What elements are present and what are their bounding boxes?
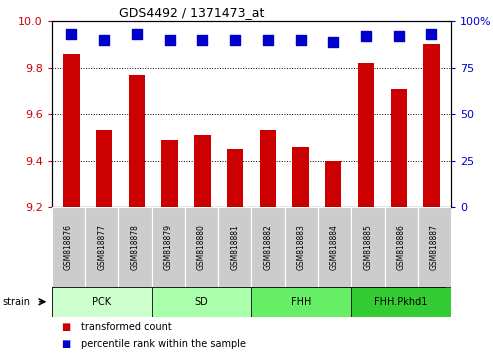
Text: GSM818884: GSM818884 [330, 224, 339, 270]
Point [362, 33, 370, 39]
Text: transformed count: transformed count [81, 322, 172, 332]
Text: GSM818883: GSM818883 [297, 224, 306, 270]
Text: PCK: PCK [92, 297, 111, 307]
Text: GSM818877: GSM818877 [97, 224, 106, 270]
Bar [352, 207, 385, 287]
Bar [185, 207, 218, 287]
Text: GSM818881: GSM818881 [230, 224, 239, 270]
Bar [325, 161, 342, 207]
Bar [129, 75, 145, 207]
Text: GSM818876: GSM818876 [64, 224, 73, 270]
Point [297, 37, 305, 42]
Bar [358, 63, 374, 207]
Text: GSM818879: GSM818879 [164, 224, 173, 270]
Bar [318, 207, 352, 287]
Text: strain: strain [2, 297, 31, 307]
Text: GSM818878: GSM818878 [131, 224, 140, 270]
Bar [218, 207, 251, 287]
Bar [227, 149, 243, 207]
Bar [161, 140, 178, 207]
Bar [96, 130, 112, 207]
Text: ■: ■ [62, 338, 71, 349]
Bar [63, 54, 79, 207]
Point [68, 32, 75, 37]
Bar [352, 287, 451, 317]
Text: SD: SD [195, 297, 209, 307]
Bar [152, 207, 185, 287]
Bar [52, 287, 152, 317]
Point [198, 37, 206, 42]
Point [100, 37, 108, 42]
Text: GSM818880: GSM818880 [197, 224, 206, 270]
Bar [118, 207, 152, 287]
Text: FHH: FHH [291, 297, 312, 307]
Point [427, 32, 435, 37]
Bar [152, 287, 251, 317]
Bar [194, 135, 211, 207]
Bar [292, 147, 309, 207]
Point [166, 37, 174, 42]
Point [329, 39, 337, 45]
Bar [423, 45, 440, 207]
Point [395, 33, 403, 39]
Text: FHH.Pkhd1: FHH.Pkhd1 [375, 297, 428, 307]
Text: GSM818887: GSM818887 [430, 224, 439, 270]
Bar [260, 130, 276, 207]
Bar [251, 287, 352, 317]
Bar [285, 207, 318, 287]
Bar [52, 207, 85, 287]
Point [133, 32, 141, 37]
Text: ■: ■ [62, 322, 71, 332]
Point [264, 37, 272, 42]
Bar [390, 88, 407, 207]
Text: GSM818882: GSM818882 [264, 224, 273, 270]
Bar [385, 207, 418, 287]
Text: percentile rank within the sample: percentile rank within the sample [81, 338, 246, 349]
Text: GSM818886: GSM818886 [397, 224, 406, 270]
Text: GSM818885: GSM818885 [363, 224, 372, 270]
Bar [251, 207, 285, 287]
Point [231, 37, 239, 42]
Text: GDS4492 / 1371473_at: GDS4492 / 1371473_at [119, 6, 264, 19]
Bar [85, 207, 118, 287]
Bar [418, 207, 451, 287]
